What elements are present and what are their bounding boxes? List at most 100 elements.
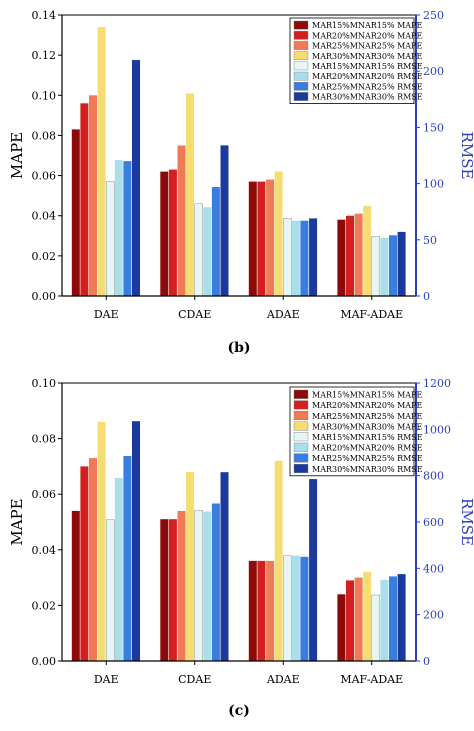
bar (186, 472, 195, 661)
legend-label: MAR20%MNAR20% MAPE (312, 401, 422, 410)
bar (168, 169, 177, 296)
bar (160, 171, 169, 296)
legend-label: MAR20%MNAR20% MAPE (312, 31, 422, 40)
bar (177, 510, 186, 661)
bar (389, 235, 397, 296)
bar (80, 466, 89, 661)
y2-tick-label: 200 (423, 609, 444, 622)
bar (97, 27, 106, 296)
legend-swatch (293, 31, 309, 40)
legend-label: MAR15%MNAR15% RMSE (312, 433, 423, 442)
bar (71, 129, 80, 296)
bar (363, 205, 372, 296)
x-tick-label: CDAE (178, 673, 211, 686)
bar (80, 103, 89, 296)
legend-label: MAR30%MNAR30% MAPE (312, 52, 422, 61)
y2-axis-title: RMSE (458, 132, 474, 180)
bar (274, 460, 283, 661)
bar (291, 220, 300, 296)
legend-swatch (293, 432, 309, 442)
bar (291, 555, 300, 661)
bar (257, 560, 266, 661)
bar (354, 577, 363, 661)
bar (371, 594, 380, 662)
y-tick-label: 0.04 (32, 544, 57, 557)
bar (114, 478, 123, 661)
bar (211, 187, 220, 296)
bar (160, 519, 169, 661)
bar (220, 145, 229, 296)
bar (309, 479, 318, 661)
legend-label: MAR15%MNAR15% MAPE (312, 21, 422, 30)
legend-swatch (293, 61, 309, 71)
legend-label: MAR20%MNAR20% RMSE (312, 72, 423, 81)
y-tick-label: 0.12 (32, 49, 57, 62)
y-tick-label: 0.08 (32, 433, 57, 446)
bar (123, 456, 132, 661)
legend-swatch (293, 453, 309, 463)
bar (380, 579, 389, 661)
bar (300, 556, 309, 662)
legend-label: MAR30%MNAR30% RMSE (312, 465, 423, 474)
y-tick-label: 0.10 (32, 377, 57, 390)
legend-label: MAR30%MNAR30% RMSE (312, 93, 423, 102)
bar (257, 181, 266, 296)
bar (89, 458, 97, 661)
bar (389, 576, 397, 661)
bar (397, 231, 406, 296)
bar (248, 181, 257, 296)
legend-swatch (293, 464, 309, 474)
bar (266, 560, 275, 661)
y2-tick-label: 100 (423, 178, 444, 191)
y-axis-title: MAPE (8, 132, 26, 179)
y-tick-label: 0.06 (32, 170, 57, 183)
legend-swatch (293, 81, 309, 91)
legend-label: MAR20%MNAR20% RMSE (312, 444, 423, 453)
bar (300, 220, 309, 296)
bar (132, 60, 140, 296)
bar (203, 207, 212, 296)
chart-panel-b: 0.00 0.02 0.04 0.06 0.08 0.10 0.12 0.14 0 50 100 15… (8, 9, 474, 356)
bar (194, 203, 204, 297)
bar (248, 560, 257, 661)
legend-label: MAR25%MNAR25% MAPE (312, 412, 422, 421)
x-tick-label: MAF-ADAE (340, 308, 403, 321)
x-tick-label: MAF-ADAE (340, 673, 403, 686)
bar (346, 215, 354, 296)
legend-label: MAR30%MNAR30% MAPE (312, 422, 422, 431)
y2-tick-label: 800 (423, 470, 444, 483)
legend-box (289, 386, 415, 477)
y-tick-label: 0.00 (32, 655, 57, 668)
bar (114, 160, 123, 296)
legend-swatch (293, 411, 309, 421)
bar (380, 237, 389, 296)
legend-box (289, 17, 415, 104)
bar (203, 511, 212, 661)
y2-tick-label: 0 (423, 290, 430, 303)
x-tick-label: CDAE (178, 308, 211, 321)
y-axis-title: MAPE (8, 498, 26, 545)
y-tick-label: 0.00 (32, 290, 57, 303)
y2-tick-label: 600 (423, 516, 444, 529)
legend-label: MAR25%MNAR25% RMSE (312, 82, 423, 91)
x-tick-label: DAE (94, 673, 119, 686)
bar (211, 503, 220, 661)
y-tick-label: 0.02 (32, 250, 57, 263)
legend-swatch (293, 51, 309, 60)
bar (194, 510, 204, 662)
legend-swatch (293, 71, 309, 81)
bar (106, 181, 115, 297)
y2-tick-label: 150 (423, 121, 444, 134)
bar (309, 218, 318, 296)
legend-label: MAR15%MNAR15% MAPE (312, 391, 422, 400)
bar (283, 555, 292, 662)
y2-tick-label: 1000 (423, 423, 451, 436)
bar (220, 472, 229, 661)
y-tick-label: 0.02 (32, 599, 57, 612)
legend-swatch (293, 389, 309, 399)
legend-swatch (293, 92, 309, 101)
panel-label: (b) (227, 340, 250, 356)
bar (266, 179, 275, 296)
bar (71, 510, 80, 661)
